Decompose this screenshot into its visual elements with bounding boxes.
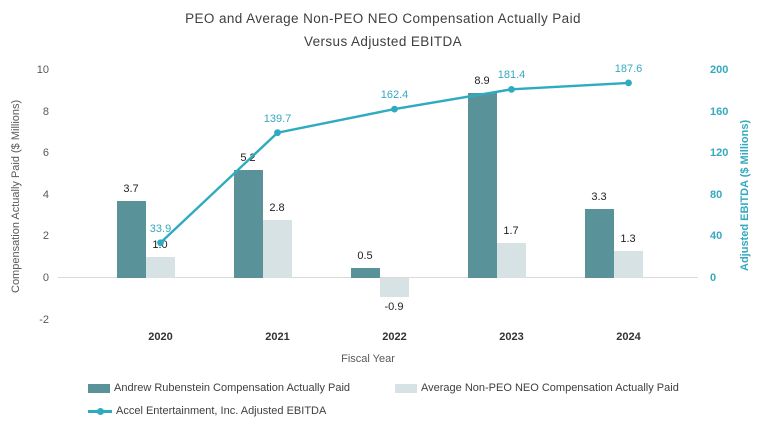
bar-value-label: 2.8 bbox=[269, 201, 285, 214]
legend-line-marker bbox=[96, 407, 104, 415]
bar-value-label: 5.2 bbox=[240, 151, 256, 164]
legend-item: Accel Entertainment, Inc. Adjusted EBITD… bbox=[88, 404, 326, 418]
bar-value-label: 1.0 bbox=[152, 239, 168, 252]
non-peo-bar bbox=[145, 257, 175, 278]
category-label-2020: 2020 bbox=[148, 331, 173, 343]
left-axis-tick: 4 bbox=[42, 188, 49, 201]
non-peo-bar bbox=[262, 219, 292, 278]
legend-label: Andrew Rubenstein Compensation Actually … bbox=[114, 382, 351, 394]
peo-bar bbox=[233, 169, 263, 278]
legend-swatch-ebitda-line bbox=[88, 407, 112, 416]
category-label-2022: 2022 bbox=[382, 331, 407, 343]
ebitda-line-marker bbox=[274, 129, 281, 137]
non-peo-bar bbox=[496, 242, 526, 278]
right-axis-tick: 120 bbox=[710, 147, 729, 160]
peo-bar bbox=[467, 92, 497, 278]
bar-value-label: 3.3 bbox=[591, 191, 607, 204]
left-axis-tick: 2 bbox=[42, 230, 49, 243]
ebitda-line-marker bbox=[508, 85, 515, 93]
ebitda-line-marker bbox=[391, 105, 398, 113]
left-axis-tick: 6 bbox=[42, 147, 49, 160]
chart-title-line1: PEO and Average Non-PEO NEO Compensation… bbox=[185, 11, 581, 26]
chart-title: PEO and Average Non-PEO NEO Compensation… bbox=[0, 7, 766, 53]
left-axis-tick: 0 bbox=[42, 272, 49, 284]
left-axis-tick: 8 bbox=[42, 105, 49, 118]
category-label-2023: 2023 bbox=[499, 331, 524, 343]
right-axis-tick: 80 bbox=[710, 188, 723, 201]
left-axis-tick: 10 bbox=[36, 64, 49, 76]
ebitda-line-marker bbox=[625, 79, 632, 87]
legend-label: Average Non-PEO NEO Compensation Actuall… bbox=[421, 382, 679, 394]
category-label-2024: 2024 bbox=[616, 331, 641, 343]
legend-swatch-peo bbox=[88, 383, 110, 393]
ebitda-value-label: 187.6 bbox=[614, 62, 643, 75]
bar-value-label: 1.7 bbox=[503, 224, 519, 237]
right-axis-tick: 40 bbox=[710, 230, 723, 243]
right-axis-tick: 200 bbox=[710, 64, 729, 76]
ebitda-value-label: 139.7 bbox=[263, 112, 292, 125]
non-peo-bar bbox=[379, 278, 409, 297]
peo-bar bbox=[116, 201, 146, 278]
bar-value-label: 3.7 bbox=[123, 183, 139, 196]
right-axis-tick: 160 bbox=[710, 105, 729, 118]
peo-bar bbox=[350, 267, 380, 278]
ebitda-value-label: 162.4 bbox=[380, 89, 409, 102]
bar-value-label: 0.5 bbox=[357, 249, 373, 262]
legend-label: Accel Entertainment, Inc. Adjusted EBITD… bbox=[116, 405, 327, 417]
legend-item: Average Non-PEO NEO Compensation Actuall… bbox=[395, 381, 679, 395]
legend-item: Andrew Rubenstein Compensation Actually … bbox=[88, 381, 350, 395]
bar-value-label: 1.3 bbox=[620, 232, 636, 245]
ebitda-value-label: 33.9 bbox=[149, 222, 172, 235]
category-label-2021: 2021 bbox=[265, 331, 290, 343]
ebitda-value-label: 181.4 bbox=[497, 69, 526, 82]
bar-value-label: -0.9 bbox=[384, 300, 404, 313]
legend-swatch-non-peo bbox=[395, 383, 417, 393]
non-peo-bar bbox=[613, 250, 643, 278]
left-axis-tick: -2 bbox=[39, 313, 49, 326]
x-axis-title: Fiscal Year bbox=[341, 353, 395, 365]
chart-title-line2: Versus Adjusted EBITDA bbox=[303, 34, 463, 49]
right-axis-tick: 0 bbox=[710, 272, 717, 284]
